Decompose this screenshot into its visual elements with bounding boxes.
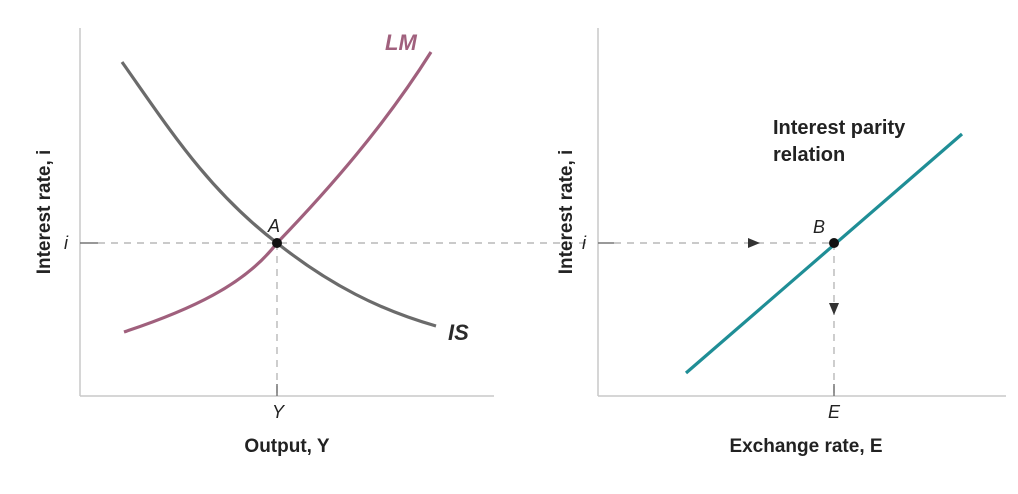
equilibrium-point-a [272,238,282,248]
point-b-label: B [813,217,825,237]
left-panel: A LM IS i Y Output, Y Interest rate, i [34,28,590,457]
lm-curve [123,51,433,334]
arrow-down-icon [829,303,839,315]
right-y-tick-label: i [582,233,587,253]
lm-curve-label: LM [385,30,417,55]
left-x-axis-label: Output, Y [244,436,329,457]
equilibrium-point-b [829,238,839,248]
is-curve-label: IS [448,320,469,345]
right-x-tick-label: E [828,402,841,422]
left-x-tick-label: Y [272,402,286,422]
arrow-right-icon [748,238,760,248]
right-panel: B Interest parity relation i E Exchange … [556,28,1006,457]
right-y-axis-label: Interest rate, i [556,150,577,275]
right-x-axis-label: Exchange rate, E [729,436,882,457]
left-y-axis-label: Interest rate, i [34,150,55,275]
point-a-label: A [267,216,280,236]
interest-parity-line [684,132,964,375]
interest-parity-label-line1: Interest parity [773,117,906,139]
is-curve [120,61,437,328]
left-y-tick-label: i [64,233,69,253]
interest-parity-label-line2: relation [773,144,845,166]
